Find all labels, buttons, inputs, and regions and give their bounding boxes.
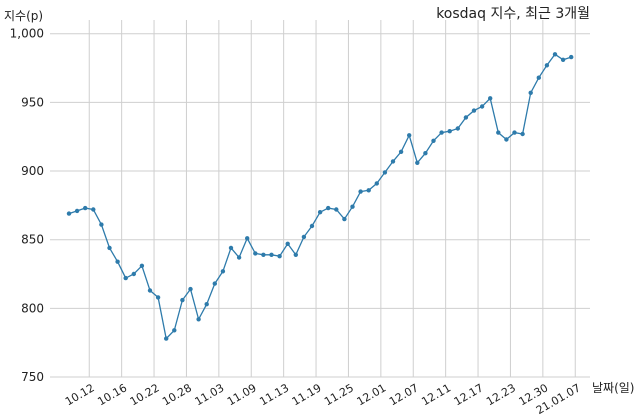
data-point bbox=[358, 189, 363, 194]
data-point bbox=[66, 211, 72, 216]
data-point bbox=[180, 297, 185, 303]
data-point bbox=[496, 130, 501, 135]
x-tick-label: 11.03 bbox=[193, 381, 227, 408]
data-point bbox=[415, 160, 420, 165]
data-point bbox=[407, 133, 412, 138]
data-point bbox=[423, 151, 428, 156]
y-tick-label: 1,000 bbox=[10, 27, 44, 41]
y-tick-label: 900 bbox=[21, 164, 44, 178]
data-point bbox=[107, 245, 112, 251]
data-point bbox=[204, 302, 209, 307]
data-point bbox=[374, 181, 379, 186]
x-tick-label: 11.19 bbox=[290, 381, 324, 408]
data-point bbox=[544, 63, 550, 68]
data-point bbox=[220, 269, 226, 274]
data-point bbox=[390, 159, 396, 164]
data-point bbox=[309, 223, 315, 229]
data-point bbox=[131, 271, 136, 277]
data-point bbox=[301, 234, 307, 240]
data-point bbox=[277, 254, 282, 259]
x-tick-label: 12.11 bbox=[419, 381, 453, 408]
y-tick-label: 800 bbox=[21, 301, 44, 315]
series-line bbox=[68, 53, 572, 340]
data-point bbox=[560, 57, 566, 62]
data-point bbox=[463, 115, 469, 120]
data-point bbox=[269, 252, 274, 257]
chart-title: kosdaq 지수, 최근 3개월 bbox=[436, 6, 590, 22]
data-point bbox=[164, 336, 169, 341]
x-tick-label: 12.23 bbox=[484, 381, 518, 408]
x-tick-label: 12.07 bbox=[387, 381, 421, 408]
data-point bbox=[188, 286, 193, 292]
x-tick-label: 12.01 bbox=[355, 381, 389, 408]
data-point bbox=[536, 75, 541, 80]
data-point bbox=[99, 222, 104, 227]
data-point bbox=[398, 149, 404, 154]
y-tick-label: 750 bbox=[21, 370, 44, 384]
data-point bbox=[261, 252, 266, 257]
data-point bbox=[236, 255, 242, 260]
data-point bbox=[342, 216, 347, 222]
data-point bbox=[569, 54, 574, 60]
data-point bbox=[147, 288, 153, 293]
data-point bbox=[366, 188, 371, 193]
data-point bbox=[382, 170, 388, 175]
data-point bbox=[455, 126, 460, 131]
y-axis-label: 지수(p) bbox=[4, 9, 43, 23]
data-point bbox=[123, 275, 128, 281]
data-point bbox=[326, 205, 331, 211]
grid-lines bbox=[50, 20, 590, 378]
data-point bbox=[471, 108, 477, 113]
x-tick-label: 10.22 bbox=[128, 381, 162, 408]
data-point bbox=[552, 52, 558, 57]
x-tick-label: 11.25 bbox=[322, 381, 356, 408]
data-point bbox=[293, 252, 298, 257]
data-point bbox=[115, 259, 120, 264]
data-point bbox=[317, 210, 323, 215]
data-point bbox=[512, 130, 517, 135]
x-tick-label: 10.28 bbox=[160, 381, 194, 408]
x-tick-label: 10.12 bbox=[63, 381, 97, 408]
y-tick-labels: 750 800 850 900 950 1,000 bbox=[10, 27, 44, 384]
data-point bbox=[439, 130, 444, 135]
x-axis-label: 날짜(일) bbox=[592, 381, 634, 395]
data-point bbox=[155, 295, 161, 300]
x-tick-labels: 10.1210.1610.2210.2811.0311.0911.1311.19… bbox=[63, 381, 583, 417]
x-tick-label: 10.16 bbox=[95, 381, 129, 408]
data-point bbox=[83, 205, 88, 211]
data-point bbox=[253, 251, 258, 256]
data-point bbox=[245, 236, 250, 241]
data-point bbox=[528, 90, 533, 96]
data-point bbox=[447, 129, 452, 134]
x-tick-label: 12.17 bbox=[452, 381, 486, 408]
data-point bbox=[74, 208, 80, 214]
data-point bbox=[520, 131, 525, 137]
data-point bbox=[139, 263, 145, 268]
x-tick-label: 11.09 bbox=[225, 381, 259, 408]
data-point bbox=[488, 96, 493, 101]
data-point bbox=[196, 317, 201, 322]
data-point bbox=[285, 241, 290, 246]
data-point bbox=[334, 207, 339, 212]
data-point bbox=[431, 138, 436, 143]
data-point bbox=[212, 281, 217, 286]
y-tick-label: 850 bbox=[21, 233, 44, 247]
data-points bbox=[66, 52, 574, 341]
data-point bbox=[228, 245, 234, 251]
data-point bbox=[504, 137, 509, 142]
data-point bbox=[91, 207, 96, 212]
x-tick-label: 11.13 bbox=[257, 381, 291, 408]
y-tick-label: 950 bbox=[21, 95, 44, 109]
data-point bbox=[479, 104, 485, 109]
data-point bbox=[350, 204, 355, 209]
data-point bbox=[172, 328, 177, 333]
